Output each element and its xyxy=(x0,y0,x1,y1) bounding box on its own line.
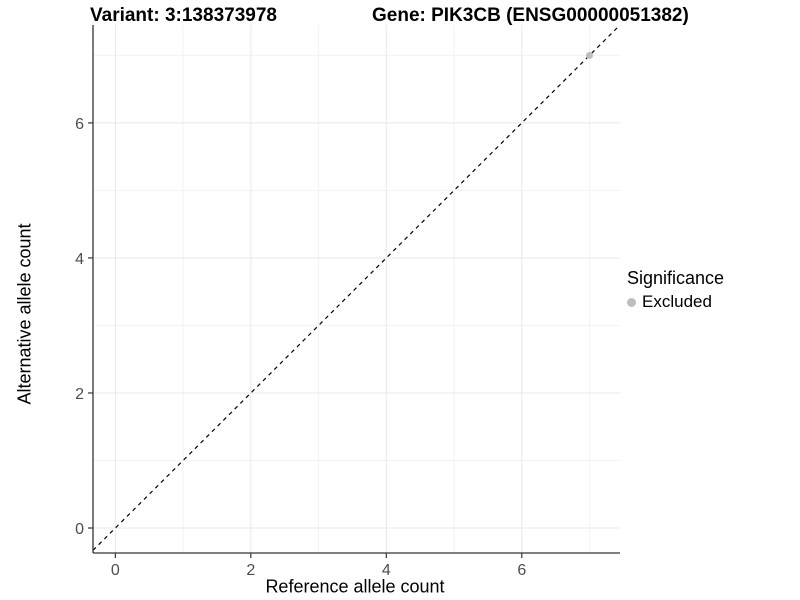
variant-title: Variant: 3:138373978 xyxy=(90,5,277,26)
legend-entry-excluded: Excluded xyxy=(627,292,724,312)
legend-title: Significance xyxy=(627,268,725,288)
identity-line xyxy=(92,24,621,551)
y-tick-label: 4 xyxy=(75,251,84,268)
y-tick-label: 2 xyxy=(75,386,84,403)
legend: Significance Excluded xyxy=(627,268,724,312)
data-point xyxy=(586,51,594,59)
x-axis-title: Reference allele count xyxy=(265,576,445,597)
excluded-point-icon xyxy=(627,297,636,307)
x-tick-label: 0 xyxy=(111,562,120,579)
legend-entry-label: Excluded xyxy=(642,292,712,311)
x-tick-label: 4 xyxy=(382,562,391,579)
y-tick-label: 0 xyxy=(75,521,84,538)
y-axis-title: Alternative allele count xyxy=(14,223,35,405)
y-tick-label: 6 xyxy=(75,116,84,133)
gene-title: Gene: PIK3CB (ENSG00000051382) xyxy=(372,5,689,26)
x-tick-label: 2 xyxy=(246,562,255,579)
x-tick-label: 6 xyxy=(517,562,526,579)
